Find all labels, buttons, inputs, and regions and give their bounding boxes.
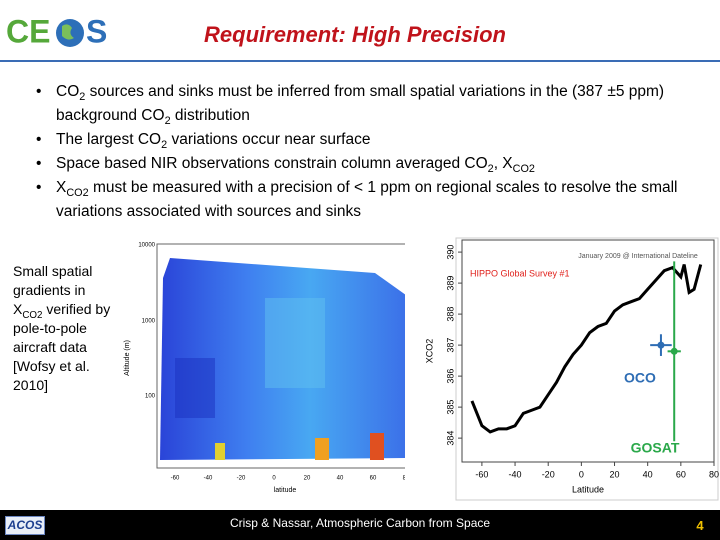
subscript: CO2: [512, 163, 535, 176]
y-tick-label: 390: [445, 245, 455, 260]
subscript: 2: [487, 163, 494, 176]
bullet: The largest CO2 variations occur near su…: [30, 128, 710, 152]
subscript: CO2: [66, 187, 89, 200]
heatmap-figure: Altitude (m) 10000 1000 100 -60 -40 -20 0 20 40 6…: [124, 243, 405, 494]
page-number: 4: [696, 518, 704, 533]
globe-land: [62, 24, 74, 40]
text-run: The largest CO: [56, 131, 162, 148]
y-tick-label: 387: [445, 338, 455, 353]
y-tick-label: 384: [445, 431, 455, 446]
x-tick-label: 60: [676, 469, 686, 479]
x-tick-label: 40: [643, 469, 653, 479]
y-tick-label: 386: [445, 369, 455, 384]
x-tick-label: 60: [370, 476, 377, 482]
x-tick-label: 40: [337, 476, 344, 482]
bullet: CO2 sources and sinks must be inferred f…: [30, 80, 710, 128]
x-axis-label: Latitude: [572, 484, 604, 494]
title: Requirement: High Precision: [204, 22, 506, 47]
x-tick-label: -20: [237, 476, 246, 482]
text-run: must be measured with a precision of < 1…: [56, 179, 678, 220]
text-run: X: [56, 179, 67, 196]
heatmap-ticks: 10000 1000 100 -60 -40 -20 0 20 40 60 80: [138, 243, 405, 482]
heatmap-patch: [370, 433, 384, 460]
y-axis-label: XCO2: [424, 339, 434, 364]
subscript: CO2: [22, 309, 43, 321]
side-text: Small spatial gradients in XCO2 verified…: [13, 262, 118, 395]
x-tick-label: 80: [709, 469, 719, 479]
badge: ACOS: [5, 516, 45, 535]
chart-title: January 2009 @ International Dateline: [578, 253, 698, 260]
heatmap-patch: [315, 438, 329, 460]
y-tick-label: 1000: [142, 319, 156, 325]
point: [670, 347, 678, 355]
logo-text: CE: [6, 13, 50, 49]
text-run: Space based NIR observations constrain c…: [56, 155, 488, 172]
text-run: variations occur near surface: [167, 131, 371, 148]
text-run: , X: [493, 155, 513, 172]
x-tick-label: 0: [272, 476, 276, 482]
heatmap-patch: [175, 358, 215, 418]
y-tick-label: 385: [445, 400, 455, 415]
footer-text: Crisp & Nassar, Atmospheric Carbon from …: [229, 516, 491, 530]
plot-area: [461, 239, 715, 463]
y-tick-label: 10000: [138, 243, 155, 249]
y-tick-label: 388: [445, 307, 455, 322]
y-tick-label: 389: [445, 276, 455, 291]
y-tick-label: 100: [145, 394, 156, 400]
legend-label: HIPPO Global Survey #1: [470, 268, 570, 278]
x-tick-label: 80: [403, 476, 405, 482]
bullet: XCO2 must be measured with a precision o…: [30, 176, 710, 224]
logo: CE S: [6, 13, 107, 49]
point: [657, 341, 665, 349]
text-run: verified by pole-to-pole aircraft data […: [13, 301, 111, 393]
text-run: CO: [56, 83, 80, 100]
x-tick-label: 20: [610, 469, 620, 479]
bullet-list: CO2 sources and sinks must be inferred f…: [30, 80, 710, 224]
x-tick-label: -60: [475, 469, 488, 479]
text-run: Small spatial gradients in X: [13, 263, 93, 317]
subscript: 2: [161, 139, 168, 152]
subscript: 2: [164, 115, 171, 128]
x-tick-label: -60: [171, 476, 180, 482]
x-tick-label: -40: [204, 476, 213, 482]
logo-text: S: [86, 13, 107, 49]
point-label: OCO: [624, 370, 656, 386]
x-tick-label: -20: [542, 469, 555, 479]
x-tick-label: -40: [509, 469, 522, 479]
x-tick-label: 20: [304, 476, 311, 482]
text-run: sources and sinks must be inferred from …: [56, 83, 665, 124]
header-rule: [0, 60, 720, 62]
heatmap-patch: [215, 443, 225, 460]
x-tick-label: 0: [579, 469, 584, 479]
y-axis-label: Altitude (m): [124, 340, 131, 376]
text-run: distribution: [170, 107, 250, 124]
heatmap-patch: [265, 298, 325, 388]
footer: ACOS Crisp & Nassar, Atmospheric Carbon …: [0, 510, 720, 540]
x-axis-label: latitude: [274, 487, 297, 494]
subscript: 2: [79, 91, 86, 104]
point-label: GOSAT: [631, 440, 680, 456]
bullet: Space based NIR observations constrain c…: [30, 152, 710, 176]
